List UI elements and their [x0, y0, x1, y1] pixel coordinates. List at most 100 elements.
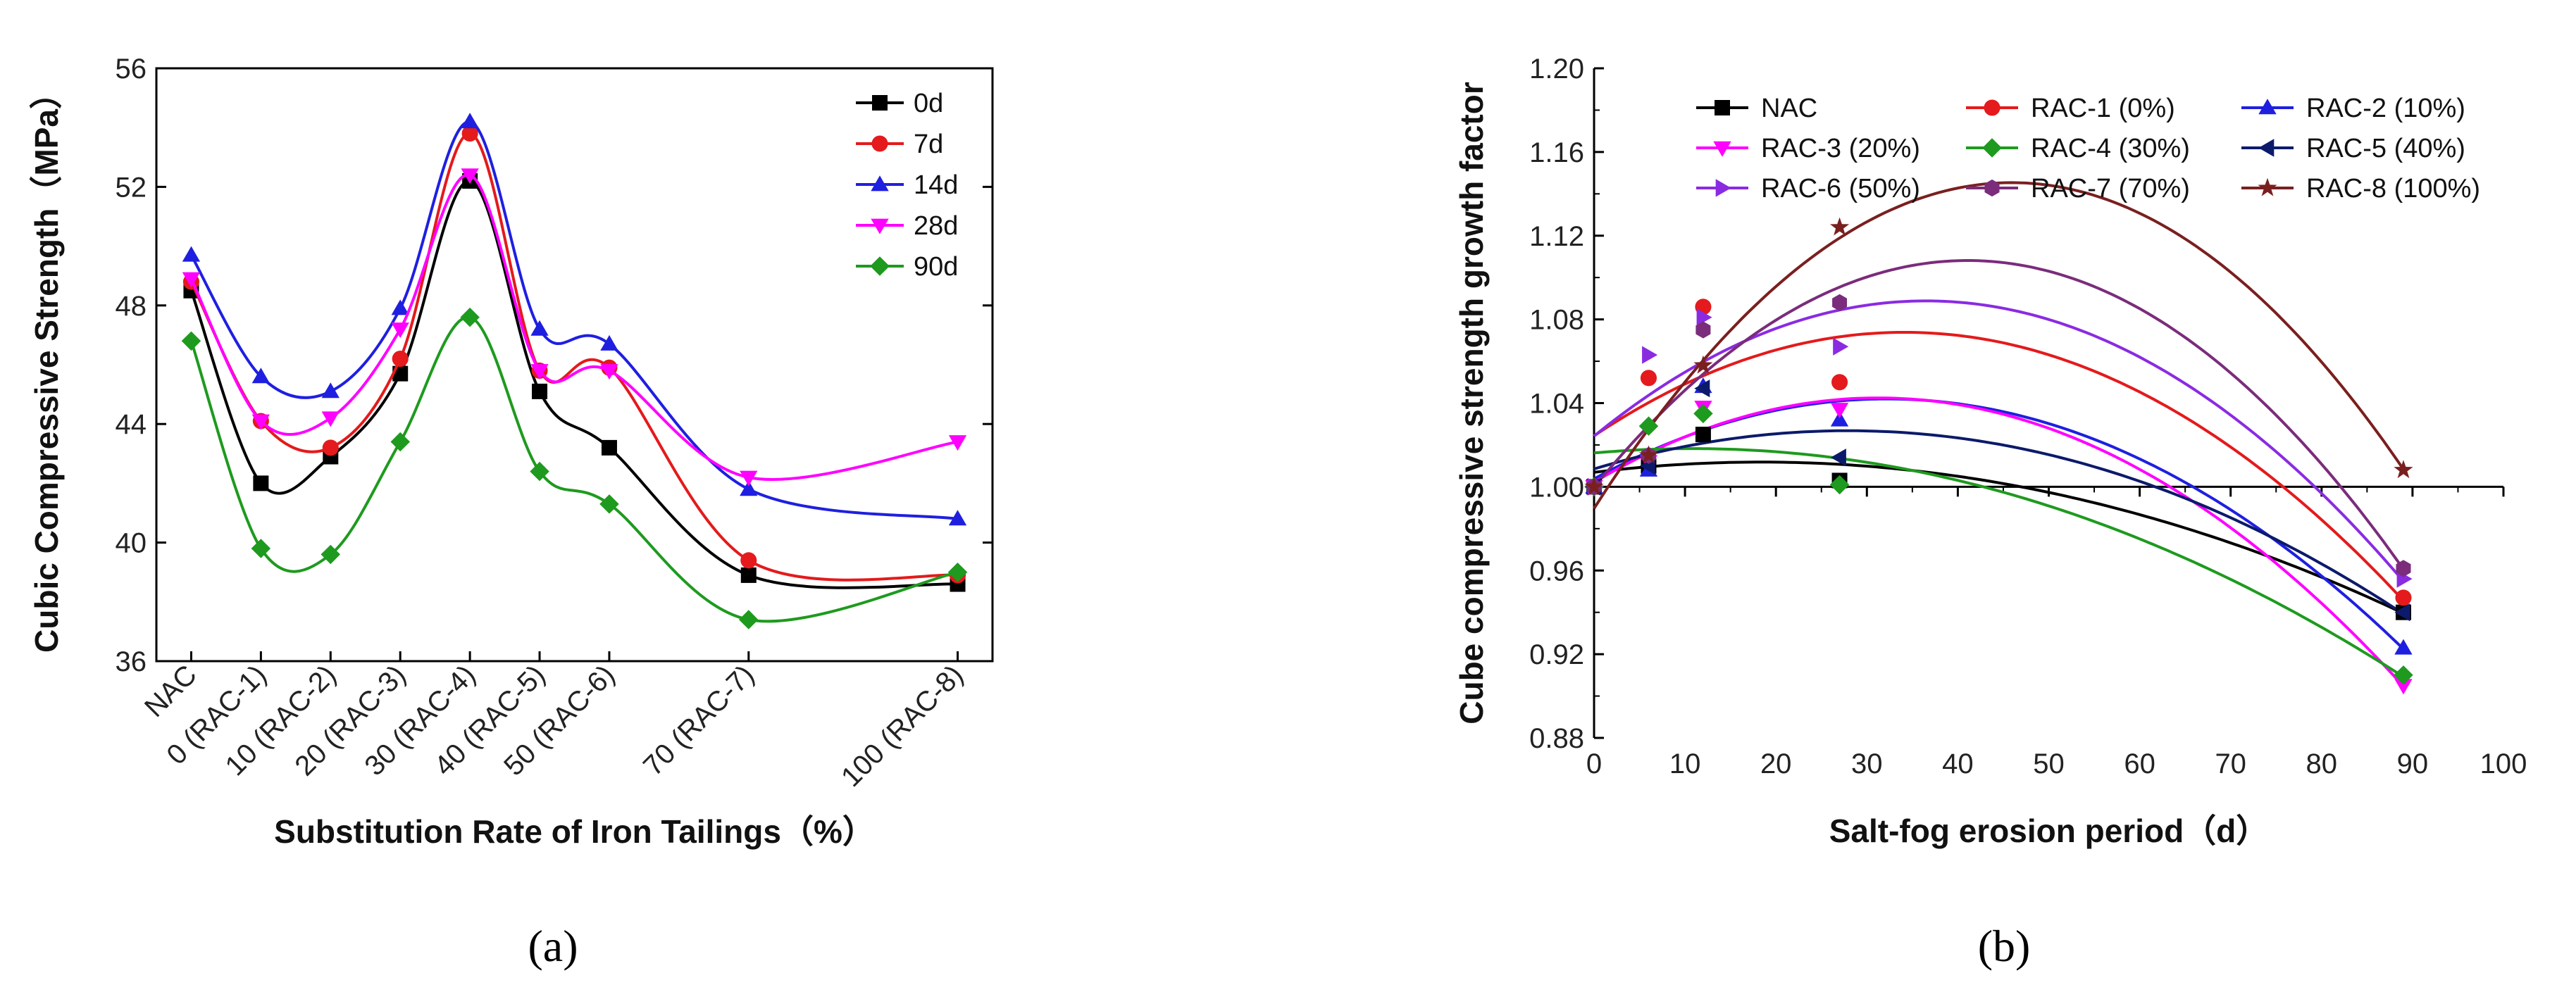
data-point-28d	[251, 414, 270, 430]
legend-label: RAC-1 (0%)	[2031, 94, 2175, 123]
data-point-90d	[251, 539, 271, 558]
data-point-RAC-8 (100%)	[1638, 445, 1659, 464]
data-point-RAC-4 (30%)	[1829, 475, 1850, 495]
x-tick-label: 30	[1851, 748, 1883, 779]
data-point-RAC-7 (70%)	[1695, 321, 1711, 339]
legend-label: 28d	[914, 211, 958, 241]
x-tick-label: 80	[2306, 748, 2338, 779]
data-point-28d	[948, 435, 967, 451]
data-point-14d	[321, 382, 340, 399]
caption-b: (b)	[1978, 921, 2031, 971]
legend-marker	[2258, 177, 2277, 196]
data-point-7d	[740, 552, 757, 569]
data-point-14d	[182, 246, 201, 262]
legend-label: RAC-3 (20%)	[1761, 134, 1920, 163]
data-point-RAC-8 (100%)	[1584, 477, 1604, 495]
data-point-RAC-3 (20%)	[1830, 403, 1849, 419]
x-tick-label: 20	[1760, 748, 1792, 779]
data-point-RAC-8 (100%)	[1830, 217, 1850, 236]
legend-label: 7d	[914, 130, 943, 159]
data-point-RAC-2 (10%)	[2394, 639, 2413, 655]
legend-marker	[1715, 179, 1731, 197]
data-point-7d	[392, 351, 409, 368]
x-tick-label: 60	[2124, 748, 2155, 779]
data-point-90d	[460, 307, 480, 327]
fit-curve-RAC-3 (20%)	[1593, 396, 2405, 687]
x-tick-label: 70	[2215, 748, 2246, 779]
data-point-28d	[740, 470, 758, 487]
data-point-90d	[530, 461, 549, 482]
x-axis-title: Substitution Rate of Iron Tailings（%）	[274, 813, 875, 850]
y-tick-label: 1.16	[1529, 137, 1584, 168]
legend-label: NAC	[1761, 94, 1817, 123]
data-point-7d	[461, 125, 478, 142]
legend-label: RAC-2 (10%)	[2306, 94, 2465, 123]
data-point-14d	[530, 320, 549, 336]
data-point-RAC-5 (40%)	[2394, 603, 2410, 622]
data-point-14d	[391, 299, 409, 315]
legend-marker	[2258, 139, 2275, 157]
legend-label: 0d	[914, 89, 943, 118]
x-tick-label: NAC	[139, 659, 203, 723]
data-point-RAC-8 (100%)	[1693, 355, 1713, 374]
fit-curve-RAC-7 (70%)	[1593, 259, 2405, 570]
legend-marker	[1715, 100, 1730, 115]
data-point-RAC-1 (0%)	[1640, 370, 1657, 387]
data-point-RAC-6 (50%)	[1833, 337, 1849, 356]
data-point-90d	[947, 563, 968, 582]
data-point-RAC-4 (30%)	[1693, 403, 1713, 424]
y-tick-label: 0.88	[1529, 723, 1584, 754]
x-tick-label: 100	[2480, 748, 2527, 779]
legend-marker	[1713, 141, 1731, 157]
legend-marker	[1984, 179, 2000, 197]
fit-curve-RAC-5 (40%)	[1593, 429, 2405, 615]
data-point-RAC-7 (70%)	[2396, 560, 2411, 577]
data-point-90d	[390, 432, 410, 452]
legend-label: 90d	[914, 252, 958, 282]
data-point-RAC-7 (70%)	[1832, 294, 1847, 311]
data-point-28d	[461, 168, 479, 184]
fit-curve-RAC-8 (100%)	[1593, 181, 2405, 510]
legend-label: RAC-6 (50%)	[1761, 174, 1920, 203]
caption-a: (a)	[528, 921, 578, 971]
data-point-28d	[182, 272, 201, 288]
data-point-90d	[321, 544, 340, 565]
fit-curve-RAC-2 (10%)	[1593, 397, 2405, 651]
data-point-RAC-1 (0%)	[1831, 374, 1848, 391]
y-tick-label: 40	[116, 528, 147, 559]
y-tick-label: 36	[116, 646, 147, 677]
data-point-RAC-1 (0%)	[2395, 589, 2412, 606]
legend-label: RAC-8 (100%)	[2306, 174, 2480, 203]
legend-marker	[872, 95, 888, 111]
legend-marker	[870, 256, 890, 276]
x-tick-label: 50	[2033, 748, 2065, 779]
y-tick-label: 48	[116, 291, 147, 322]
x-tick-label: 90	[2397, 748, 2429, 779]
plot-frame	[155, 67, 994, 663]
data-point-28d	[600, 364, 618, 380]
x-tick-label: 10	[1669, 748, 1701, 779]
data-point-0d	[740, 567, 757, 583]
data-point-RAC-4 (30%)	[1638, 416, 1659, 436]
series-line-7d	[189, 132, 958, 582]
data-point-14d	[251, 368, 270, 384]
y-tick-label: 1.00	[1529, 472, 1584, 503]
data-point-RAC-5 (40%)	[1830, 449, 1846, 467]
fit-curve-RAC-4 (30%)	[1593, 447, 2405, 678]
data-point-RAC-6 (50%)	[1696, 308, 1712, 327]
data-point-RAC-6 (50%)	[1642, 346, 1658, 364]
legend-marker	[1984, 99, 2001, 116]
y-tick-label: 0.92	[1529, 639, 1584, 670]
chart-panel-b: 0.88 0.92 0.96 1.00 1.04 1.08 1.12 1.16 1.20 0 10 2…	[1453, 54, 2527, 849]
series-line-14d	[189, 120, 958, 520]
data-point-14d	[740, 480, 758, 496]
legend-marker	[2258, 99, 2277, 115]
y-tick-label: 56	[116, 54, 147, 84]
data-point-RAC-8 (100%)	[2394, 460, 2413, 479]
legend-label: RAC-4 (30%)	[2031, 134, 2190, 163]
series-line-28d	[189, 173, 958, 481]
data-point-14d	[600, 334, 618, 351]
series-line-0d	[189, 180, 958, 589]
x-tick-label: 100 (RAC-8)	[835, 659, 969, 793]
